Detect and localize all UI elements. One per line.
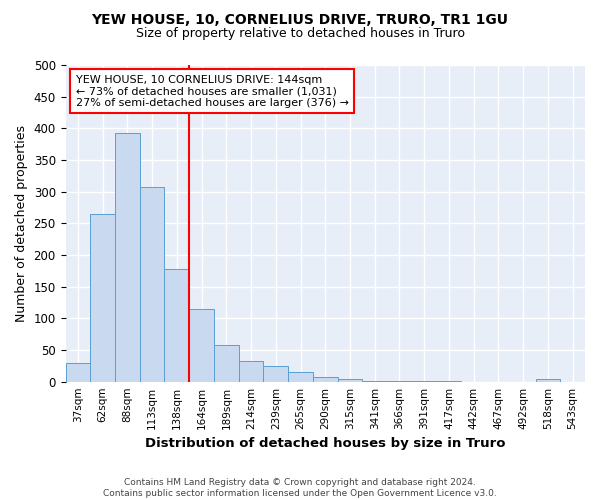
Bar bbox=[164, 269, 189, 382]
Bar bbox=[437, 381, 461, 382]
Bar bbox=[288, 372, 313, 382]
Text: YEW HOUSE, 10 CORNELIUS DRIVE: 144sqm
← 73% of detached houses are smaller (1,03: YEW HOUSE, 10 CORNELIUS DRIVE: 144sqm ← … bbox=[76, 74, 349, 108]
Bar bbox=[189, 309, 214, 382]
Bar bbox=[115, 133, 140, 382]
Text: Contains HM Land Registry data © Crown copyright and database right 2024.
Contai: Contains HM Land Registry data © Crown c… bbox=[103, 478, 497, 498]
Bar bbox=[412, 381, 437, 382]
Bar bbox=[214, 345, 239, 382]
Y-axis label: Number of detached properties: Number of detached properties bbox=[15, 125, 28, 322]
Text: Size of property relative to detached houses in Truro: Size of property relative to detached ho… bbox=[136, 28, 464, 40]
Bar bbox=[338, 379, 362, 382]
Bar bbox=[90, 214, 115, 382]
X-axis label: Distribution of detached houses by size in Truro: Distribution of detached houses by size … bbox=[145, 437, 506, 450]
Bar bbox=[239, 361, 263, 382]
Text: YEW HOUSE, 10, CORNELIUS DRIVE, TRURO, TR1 1GU: YEW HOUSE, 10, CORNELIUS DRIVE, TRURO, T… bbox=[91, 12, 509, 26]
Bar bbox=[313, 376, 338, 382]
Bar bbox=[536, 378, 560, 382]
Bar bbox=[263, 366, 288, 382]
Bar bbox=[65, 362, 90, 382]
Bar bbox=[387, 381, 412, 382]
Bar bbox=[140, 187, 164, 382]
Bar bbox=[362, 381, 387, 382]
